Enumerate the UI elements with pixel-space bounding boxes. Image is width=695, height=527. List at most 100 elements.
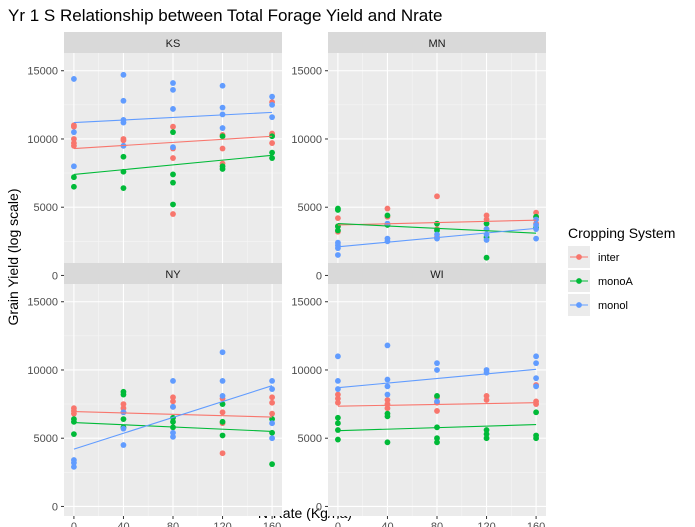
data-point bbox=[170, 155, 176, 161]
strip-label: KS bbox=[166, 38, 181, 50]
data-point bbox=[71, 183, 77, 190]
data-point bbox=[269, 429, 275, 436]
data-point bbox=[170, 171, 176, 178]
y-tick-label: 0 bbox=[52, 501, 58, 513]
data-point bbox=[335, 207, 341, 213]
fit-line-monoa bbox=[337, 424, 537, 432]
data-point bbox=[71, 459, 77, 466]
data-point bbox=[533, 209, 539, 216]
data-point bbox=[533, 383, 539, 390]
y-tick-label: 0 bbox=[316, 270, 322, 282]
fit-line-monol bbox=[337, 368, 537, 389]
x-tick-label: 160 bbox=[263, 521, 281, 527]
data-point bbox=[384, 391, 391, 398]
data-point bbox=[170, 429, 176, 436]
legend-keys: inter monoA monol bbox=[568, 246, 634, 316]
data-point bbox=[335, 377, 341, 384]
data-point bbox=[170, 179, 176, 186]
data-point bbox=[335, 227, 341, 234]
data-point bbox=[483, 254, 490, 261]
data-point bbox=[269, 461, 275, 468]
data-point bbox=[219, 349, 226, 356]
data-point bbox=[170, 106, 176, 112]
legend-key-point bbox=[576, 254, 582, 260]
data-point bbox=[533, 235, 539, 242]
data-point bbox=[71, 174, 77, 181]
strip-background bbox=[64, 263, 282, 284]
data-point bbox=[71, 418, 77, 425]
data-point bbox=[269, 420, 275, 427]
y-tick-label: 10000 bbox=[27, 365, 58, 377]
data-point bbox=[120, 97, 127, 104]
data-point bbox=[384, 212, 391, 219]
strip-label: WI bbox=[430, 269, 443, 281]
data-point bbox=[533, 216, 539, 223]
data-point bbox=[120, 442, 127, 448]
data-point bbox=[533, 435, 539, 442]
strip-background bbox=[64, 32, 282, 53]
data-point bbox=[269, 394, 275, 401]
data-point bbox=[533, 360, 539, 367]
x-tick-label: 120 bbox=[213, 521, 231, 527]
fit-line-monol bbox=[73, 111, 273, 124]
data-point bbox=[384, 238, 391, 245]
data-point bbox=[219, 418, 226, 425]
data-point bbox=[335, 436, 341, 443]
data-point bbox=[483, 435, 490, 442]
data-point bbox=[71, 431, 77, 438]
data-point bbox=[335, 414, 341, 421]
y-tick-label: 0 bbox=[316, 501, 322, 513]
data-point bbox=[533, 222, 539, 228]
x-tick-label: 80 bbox=[167, 521, 179, 527]
y-tick-label: 15000 bbox=[291, 66, 322, 78]
data-point bbox=[170, 377, 176, 384]
data-point bbox=[120, 425, 127, 432]
x-tick-label: 40 bbox=[381, 521, 393, 527]
data-point bbox=[384, 376, 391, 383]
data-point bbox=[170, 80, 176, 86]
data-point bbox=[219, 432, 226, 439]
series-monoa bbox=[71, 129, 275, 208]
data-point bbox=[483, 397, 490, 403]
fit-line-monol bbox=[337, 227, 537, 248]
data-point bbox=[335, 252, 341, 258]
data-point bbox=[434, 235, 440, 242]
strip-label: NY bbox=[165, 269, 181, 281]
legend-item-monoa: monoA bbox=[568, 270, 634, 292]
data-point bbox=[335, 399, 341, 406]
data-point bbox=[170, 394, 176, 401]
data-point bbox=[170, 398, 176, 405]
data-point bbox=[269, 399, 275, 406]
data-point bbox=[269, 101, 275, 108]
data-point bbox=[483, 212, 490, 219]
legend-label: monoA bbox=[598, 276, 634, 288]
x-tick-label: 0 bbox=[71, 521, 77, 527]
data-point bbox=[384, 439, 391, 446]
data-point bbox=[434, 439, 440, 446]
legend-item-inter: inter bbox=[568, 246, 620, 268]
data-point bbox=[434, 220, 440, 227]
data-point bbox=[120, 391, 127, 398]
y-tick-label: 5000 bbox=[34, 433, 58, 445]
y-tick-label: 5000 bbox=[298, 202, 322, 214]
x-tick-label: 80 bbox=[431, 521, 443, 527]
y-axis-title: Grain Yield (log scale) bbox=[5, 189, 21, 326]
data-point bbox=[533, 226, 539, 232]
data-point bbox=[269, 386, 275, 392]
y-tick-label: 15000 bbox=[27, 66, 58, 78]
data-point bbox=[120, 416, 127, 423]
legend-title: Cropping System bbox=[568, 225, 675, 241]
data-point bbox=[384, 383, 391, 390]
data-point bbox=[434, 408, 440, 414]
legend: Cropping System inter monoA monol bbox=[568, 225, 675, 316]
data-point bbox=[120, 71, 127, 78]
strip-label: MN bbox=[428, 38, 445, 50]
data-point bbox=[483, 393, 490, 399]
fit-line-inter bbox=[73, 411, 273, 418]
data-point bbox=[483, 237, 490, 243]
y-tick-label: 5000 bbox=[298, 433, 322, 445]
data-point bbox=[219, 145, 226, 152]
data-point bbox=[483, 369, 490, 376]
legend-key-point bbox=[576, 302, 582, 308]
